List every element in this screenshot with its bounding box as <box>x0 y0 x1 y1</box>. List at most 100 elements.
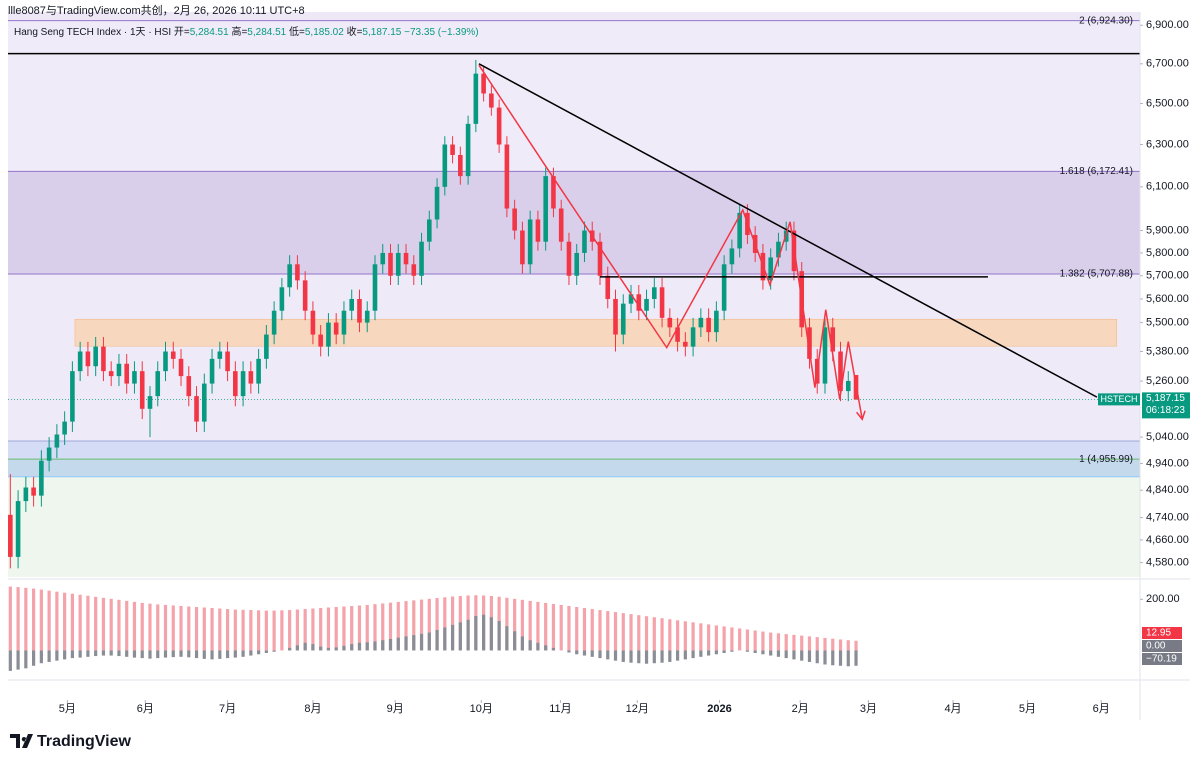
candle-body <box>349 298 355 311</box>
indicator-bar <box>404 636 408 651</box>
indicator-bar <box>598 610 602 651</box>
indicator-bar <box>450 624 455 651</box>
legend-value: 5,284.51 <box>247 27 286 38</box>
indicator-bar <box>714 625 718 651</box>
indicator-bar <box>800 650 804 661</box>
indicator-bar <box>652 650 656 664</box>
arrow-head <box>856 410 866 421</box>
candle-body <box>108 371 114 377</box>
indicator-bar <box>86 650 90 657</box>
indicator-bar <box>846 650 850 667</box>
candle-body <box>341 310 347 335</box>
indicator-bar <box>644 616 649 651</box>
indicator-bar <box>722 626 726 651</box>
candle-body <box>830 327 836 352</box>
indicator-bar <box>629 614 633 651</box>
indicator-bar <box>404 601 408 651</box>
candle-body <box>124 363 130 384</box>
indicator-bar <box>388 602 393 651</box>
indicator-bar <box>334 607 338 651</box>
indicator-bar <box>838 639 843 651</box>
indicator-bar <box>699 650 703 657</box>
candle-body <box>132 371 137 384</box>
candle-body <box>77 351 83 372</box>
candle-body <box>737 212 742 249</box>
indicator-bar <box>823 650 827 665</box>
indicator-bar <box>419 599 424 651</box>
candle-body <box>326 322 331 347</box>
indicator-bar <box>63 650 67 660</box>
y-tick-label: 5,800.00 <box>1146 247 1189 259</box>
legend-value: 5,284.51 <box>190 27 229 38</box>
candle-body <box>636 294 642 311</box>
indicator-bar <box>210 650 214 660</box>
indicator-bar <box>373 604 377 651</box>
zone <box>74 318 1118 347</box>
candle-body <box>504 144 510 209</box>
indicator-bar <box>854 640 858 651</box>
candle-body <box>318 334 323 347</box>
candle-body <box>698 317 704 328</box>
candle-body <box>706 317 711 333</box>
indicator-bar <box>831 650 835 666</box>
candle-body <box>675 327 680 342</box>
indicator-bar <box>396 637 400 651</box>
x-tick-label: 3月 <box>860 703 877 715</box>
fib-fill <box>8 459 1140 477</box>
indicator-bar <box>474 615 478 651</box>
indicator-bar <box>326 607 331 651</box>
indicator-bar <box>637 650 641 664</box>
x-tick-label: 6月 <box>137 703 154 715</box>
indicator-bar <box>722 650 726 653</box>
indicator-bar <box>730 627 734 651</box>
candle-body <box>605 275 611 299</box>
indicator-bar <box>831 638 835 651</box>
candle-body <box>419 241 424 276</box>
y-tick-label: 5,380.00 <box>1146 345 1189 357</box>
indicator-bar <box>784 650 788 659</box>
indicator-bar <box>652 617 656 651</box>
x-tick-label: 6月 <box>1093 703 1110 715</box>
indicator-bar <box>334 647 338 651</box>
plot <box>8 52 1140 569</box>
indicator-bar <box>769 632 773 651</box>
candle-body <box>248 371 254 384</box>
indicator-bar <box>381 640 385 651</box>
indicator-bar <box>132 650 137 658</box>
indicator-bar <box>505 626 509 651</box>
candle-body <box>147 396 153 409</box>
indicator-bar <box>714 650 718 655</box>
indicator-bar <box>47 650 51 662</box>
indicator-bar <box>660 650 664 663</box>
indicator-bar <box>342 645 346 651</box>
indicator-bar <box>109 598 113 651</box>
candle-body <box>411 264 417 276</box>
indicator-bar <box>272 650 276 652</box>
indicator-bar <box>745 629 750 651</box>
candle-body <box>54 434 60 448</box>
indicator-bar <box>683 621 687 651</box>
indicator-bar <box>520 599 525 651</box>
candle-body <box>279 287 285 311</box>
indicator-bar <box>24 587 28 651</box>
indicator-bar <box>582 650 587 656</box>
indicator-bar <box>388 638 393 651</box>
indicator-bar <box>125 600 129 651</box>
indicator-bar <box>730 650 734 652</box>
fib-fill <box>8 273 1140 442</box>
candle-body <box>93 346 98 367</box>
indicator-bar <box>505 597 509 651</box>
indicator-bar <box>590 609 594 651</box>
indicator-bar <box>769 650 773 656</box>
fib-label: 2 (6,924.30) <box>1079 15 1133 26</box>
indicator-bar <box>590 650 594 657</box>
y-tick-label: 6,700.00 <box>1146 58 1189 70</box>
indicator-bar <box>218 650 222 659</box>
indicator-bar <box>225 609 230 651</box>
candle-body <box>170 351 176 359</box>
candle-body <box>558 208 564 242</box>
indicator-bar <box>629 650 633 663</box>
candle-body <box>620 303 626 335</box>
candle-body <box>233 371 238 397</box>
indicator-bar <box>776 633 781 651</box>
